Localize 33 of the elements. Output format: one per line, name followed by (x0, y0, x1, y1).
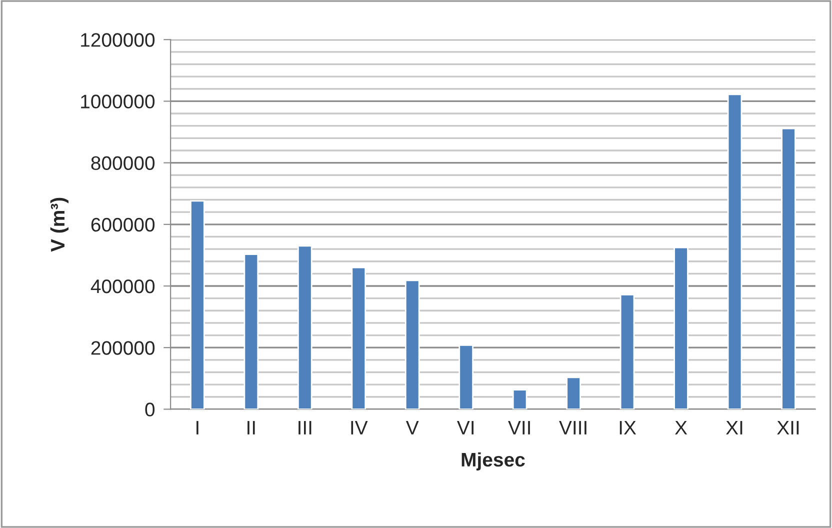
bar (244, 254, 259, 410)
x-tick-label: I (196, 421, 198, 434)
x-tick-label: III (298, 421, 312, 434)
bar (297, 245, 312, 410)
x-tick-label: IX (620, 421, 636, 434)
bar (404, 280, 420, 410)
x-tick-label: IV (351, 421, 368, 434)
bar (727, 94, 742, 410)
x-tick-label: XI (726, 421, 742, 434)
bar (351, 266, 366, 410)
y-axis-title: V (m³) (50, 198, 68, 252)
bar (674, 246, 688, 410)
x-tick-label: VI (456, 421, 474, 434)
x-tick-label: VIII (559, 421, 586, 434)
y-tick-label: 200000 (91, 341, 155, 355)
x-tick-label: VII (508, 421, 530, 434)
y-tick-label: 1200000 (81, 33, 155, 47)
y-tick-label: 800000 (91, 156, 155, 170)
x-tick-label: II (248, 421, 255, 434)
bar (512, 389, 528, 410)
y-tick-label: 600000 (91, 218, 155, 232)
x-tick-label: V (406, 421, 419, 434)
y-tick-label: 400000 (90, 279, 155, 294)
bar (620, 294, 635, 410)
y-tick-label: 0 (145, 402, 155, 416)
x-tick-label: X (674, 421, 688, 434)
bar (781, 128, 796, 410)
bar (566, 376, 581, 410)
x-axis-title: Mjesec (462, 452, 525, 470)
bar (458, 344, 474, 410)
y-tick-label: 1000000 (81, 94, 155, 108)
bar (190, 200, 205, 410)
x-tick-label: XII (777, 421, 799, 434)
